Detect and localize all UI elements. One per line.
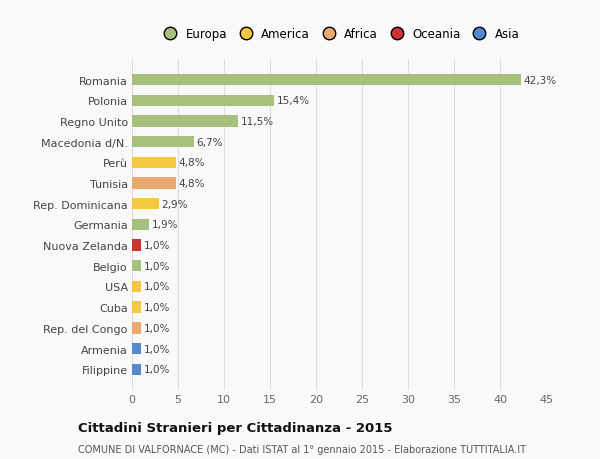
Text: COMUNE DI VALFORNACE (MC) - Dati ISTAT al 1° gennaio 2015 - Elaborazione TUTTITA: COMUNE DI VALFORNACE (MC) - Dati ISTAT a… xyxy=(78,444,526,454)
Text: 1,0%: 1,0% xyxy=(144,323,170,333)
Bar xyxy=(132,157,176,168)
Text: 15,4%: 15,4% xyxy=(277,96,310,106)
Text: 1,0%: 1,0% xyxy=(144,261,170,271)
Bar xyxy=(132,75,521,86)
Text: 1,9%: 1,9% xyxy=(152,220,179,230)
Bar xyxy=(132,261,141,272)
Text: 1,0%: 1,0% xyxy=(144,282,170,292)
Bar xyxy=(132,281,141,292)
Text: 1,0%: 1,0% xyxy=(144,364,170,375)
Bar xyxy=(132,323,141,334)
Text: 1,0%: 1,0% xyxy=(144,241,170,251)
Bar xyxy=(132,199,158,210)
Text: 1,0%: 1,0% xyxy=(144,344,170,354)
Bar xyxy=(132,343,141,354)
Bar xyxy=(132,240,141,251)
Text: 2,9%: 2,9% xyxy=(161,199,188,209)
Text: 1,0%: 1,0% xyxy=(144,302,170,313)
Text: 6,7%: 6,7% xyxy=(196,137,223,147)
Text: 4,8%: 4,8% xyxy=(179,158,205,168)
Text: 4,8%: 4,8% xyxy=(179,179,205,189)
Bar xyxy=(132,116,238,127)
Bar xyxy=(132,302,141,313)
Bar xyxy=(132,219,149,230)
Legend: Europa, America, Africa, Oceania, Asia: Europa, America, Africa, Oceania, Asia xyxy=(156,26,522,44)
Text: 11,5%: 11,5% xyxy=(241,117,274,127)
Bar xyxy=(132,364,141,375)
Bar xyxy=(132,137,194,148)
Text: Cittadini Stranieri per Cittadinanza - 2015: Cittadini Stranieri per Cittadinanza - 2… xyxy=(78,421,392,434)
Text: 42,3%: 42,3% xyxy=(524,75,557,85)
Bar xyxy=(132,95,274,106)
Bar xyxy=(132,178,176,189)
